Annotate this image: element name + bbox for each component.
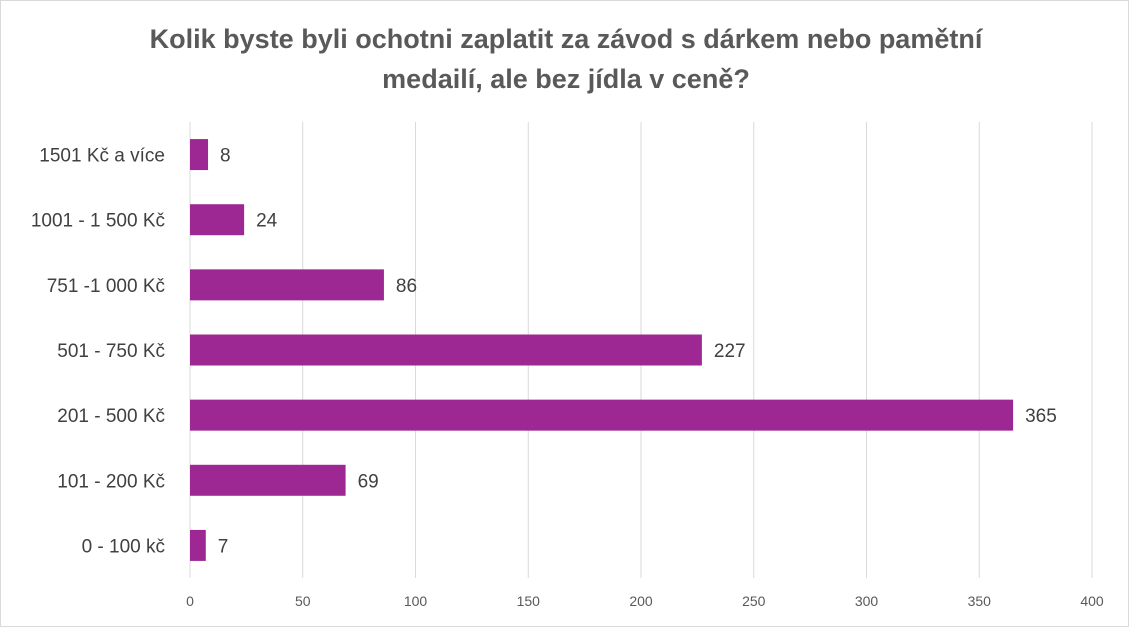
bar — [190, 204, 245, 236]
bar — [190, 334, 702, 366]
x-tick-label: 300 — [855, 593, 879, 609]
data-labels: 8 24 86 227 365 69 7 — [218, 146, 1057, 558]
category-label: 0 - 100 kč — [82, 536, 165, 557]
data-label: 69 — [358, 471, 379, 492]
x-tick-label: 0 — [186, 593, 194, 609]
category-label: 101 - 200 Kč — [57, 471, 165, 492]
category-label: 501 - 750 Kč — [57, 341, 165, 362]
x-tick-label: 200 — [629, 593, 653, 609]
x-tick-label: 100 — [404, 593, 428, 609]
data-label: 227 — [714, 341, 746, 362]
category-label: 1001 - 1 500 Kč — [31, 211, 165, 232]
chart-title: Kolik byste byli ochotni zaplatit za záv… — [101, 19, 1031, 99]
bar — [190, 399, 1014, 431]
data-label: 365 — [1025, 406, 1057, 427]
bar — [190, 464, 346, 496]
bar — [190, 139, 209, 171]
bar — [190, 529, 206, 561]
x-tick-label: 400 — [1080, 593, 1104, 609]
data-label: 24 — [256, 211, 278, 232]
data-label: 8 — [220, 146, 231, 167]
data-label: 7 — [218, 536, 229, 557]
category-labels: 1501 Kč a více 1001 - 1 500 Kč 751 -1 000 … — [31, 146, 165, 558]
x-tick-label: 50 — [295, 593, 311, 609]
x-tick-label: 150 — [517, 593, 541, 609]
bar — [190, 269, 384, 301]
category-label: 1501 Kč a více — [39, 146, 165, 167]
bars — [190, 139, 1014, 561]
x-tick-label: 350 — [968, 593, 992, 609]
chart-title-line-2: medailí, ale bez jídla v ceně? — [382, 64, 750, 94]
category-label: 751 -1 000 Kč — [47, 276, 165, 297]
x-tick-labels: 0 50 100 150 200 250 300 350 400 — [186, 593, 1104, 609]
chart-title-line-1: Kolik byste byli ochotni zaplatit za záv… — [149, 24, 983, 54]
x-tick-label: 250 — [742, 593, 766, 609]
category-label: 201 - 500 Kč — [57, 406, 165, 427]
data-label: 86 — [396, 276, 417, 297]
